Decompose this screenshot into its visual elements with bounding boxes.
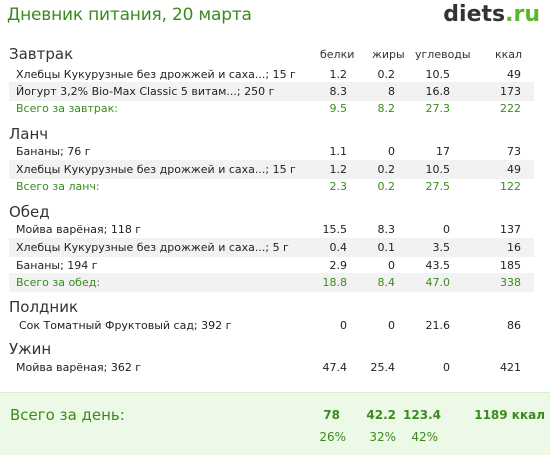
column-headers: белки жиры углеводы ккал <box>0 48 550 64</box>
food-protein: 1.2 <box>329 68 348 81</box>
food-carbs: 16.8 <box>425 85 451 98</box>
day-protein-percent: 26% <box>319 430 346 444</box>
total-protein: 2.3 <box>329 180 348 193</box>
food-kcal: 137 <box>500 223 521 236</box>
food-carbs: 10.5 <box>425 68 451 81</box>
day-total-panel: Всего за день: 78 42.2 123.4 1189 ккал 2… <box>0 392 550 455</box>
food-name: Йогурт 3,2% Bio-Max Classic 5 витам...; … <box>16 85 275 98</box>
day-total-fat: 42.2 <box>366 408 396 422</box>
food-carbs: 0 <box>443 223 450 236</box>
food-carbs: 10.5 <box>425 163 451 176</box>
col-protein: белки <box>320 48 355 61</box>
food-protein: 1.2 <box>329 163 348 176</box>
meal-total-row: Всего за завтрак: 9.5 8.2 27.3 222 <box>9 99 534 118</box>
food-row[interactable]: Хлебцы Кукурузные без дрожжей и саха...;… <box>9 65 534 84</box>
col-fat: жиры <box>372 48 405 61</box>
food-carbs: 43.5 <box>425 259 451 272</box>
total-kcal: 122 <box>500 180 521 193</box>
meal-title-supper: Ужин <box>9 340 52 358</box>
meal-total-label: Всего за обед: <box>16 276 101 289</box>
meal-total-row: Всего за обед: 18.8 8.4 47.0 338 <box>9 273 534 292</box>
food-row[interactable]: Йогурт 3,2% Bio-Max Classic 5 витам...; … <box>9 82 534 101</box>
food-kcal: 73 <box>507 145 521 158</box>
total-fat: 8.2 <box>377 102 396 115</box>
food-kcal: 421 <box>500 361 521 374</box>
food-protein: 1.1 <box>329 145 348 158</box>
food-name: Хлебцы Кукурузные без дрожжей и саха...;… <box>16 163 296 176</box>
meal-title-breakfast: Завтрак <box>9 45 74 63</box>
site-logo[interactable]: diets.ru <box>443 2 540 27</box>
logo-dot: . <box>505 2 514 27</box>
food-row[interactable]: Сок Томатный Фруктовый сад; 392 г 0 0 21… <box>9 316 534 335</box>
page-title: Дневник питания, 20 марта <box>7 5 252 25</box>
food-name: Мойва варёная; 362 г <box>16 361 142 374</box>
food-name: Мойва варёная; 118 г <box>16 223 142 236</box>
food-name: Бананы; 194 г <box>16 259 98 272</box>
food-fat: 8.3 <box>377 223 396 236</box>
meal-title-lunch: Ланч <box>9 125 49 143</box>
food-protein: 0.4 <box>329 241 348 254</box>
food-name: Бананы; 76 г <box>16 145 91 158</box>
food-fat: 0.1 <box>377 241 396 254</box>
meal-total-row: Всего за ланч: 2.3 0.2 27.5 122 <box>9 177 534 196</box>
food-row[interactable]: Хлебцы Кукурузные без дрожжей и саха...;… <box>9 160 534 179</box>
food-carbs: 21.6 <box>425 319 451 332</box>
meal-title-snack: Полдник <box>9 298 79 316</box>
total-kcal: 222 <box>500 102 521 115</box>
food-name: Хлебцы Кукурузные без дрожжей и саха...;… <box>16 241 289 254</box>
day-fat-percent: 32% <box>369 430 396 444</box>
food-name: Хлебцы Кукурузные без дрожжей и саха...;… <box>16 68 296 81</box>
day-total-kcal: 1189 ккал <box>474 408 545 422</box>
food-fat: 25.4 <box>370 361 396 374</box>
food-protein: 2.9 <box>329 259 348 272</box>
food-protein: 47.4 <box>322 361 348 374</box>
total-kcal: 338 <box>500 276 521 289</box>
food-carbs: 0 <box>443 361 450 374</box>
total-fat: 8.4 <box>377 276 396 289</box>
logo-main: diets <box>443 2 506 27</box>
total-carbs: 27.3 <box>425 102 451 115</box>
food-fat: 0.2 <box>377 68 396 81</box>
meal-title-dinner: Обед <box>9 203 50 221</box>
total-protein: 18.8 <box>322 276 348 289</box>
day-total-carbs: 123.4 <box>403 408 441 422</box>
total-carbs: 27.5 <box>425 180 451 193</box>
food-carbs: 17 <box>436 145 450 158</box>
total-fat: 0.2 <box>377 180 396 193</box>
day-carbs-percent: 42% <box>411 430 438 444</box>
food-protein: 15.5 <box>322 223 348 236</box>
meal-total-label: Всего за завтрак: <box>16 102 119 115</box>
food-kcal: 16 <box>507 241 521 254</box>
food-protein: 8.3 <box>329 85 348 98</box>
meal-total-label: Всего за ланч: <box>16 180 100 193</box>
day-total-protein: 78 <box>323 408 340 422</box>
food-fat: 0 <box>388 259 395 272</box>
day-total-label: Всего за день: <box>10 406 125 424</box>
total-carbs: 47.0 <box>425 276 451 289</box>
food-row[interactable]: Хлебцы Кукурузные без дрожжей и саха...;… <box>9 238 534 257</box>
food-name: Сок Томатный Фруктовый сад; 392 г <box>19 319 232 332</box>
food-row[interactable]: Мойва варёная; 362 г 47.4 25.4 0 421 <box>9 358 534 377</box>
food-fat: 0.2 <box>377 163 396 176</box>
food-row[interactable]: Бананы; 194 г 2.9 0 43.5 185 <box>9 256 534 275</box>
food-row[interactable]: Бананы; 76 г 1.1 0 17 73 <box>9 142 534 161</box>
food-kcal: 49 <box>507 68 521 81</box>
food-carbs: 3.5 <box>432 241 451 254</box>
food-kcal: 86 <box>507 319 521 332</box>
food-fat: 8 <box>388 85 395 98</box>
col-kcal: ккал <box>495 48 523 61</box>
food-protein: 0 <box>340 319 347 332</box>
food-kcal: 185 <box>500 259 521 272</box>
food-fat: 0 <box>388 319 395 332</box>
food-kcal: 173 <box>500 85 521 98</box>
logo-tld: ru <box>513 2 540 27</box>
col-carbs: углеводы <box>415 48 471 61</box>
food-row[interactable]: Мойва варёная; 118 г 15.5 8.3 0 137 <box>9 220 534 239</box>
total-protein: 9.5 <box>329 102 348 115</box>
food-kcal: 49 <box>507 163 521 176</box>
food-fat: 0 <box>388 145 395 158</box>
